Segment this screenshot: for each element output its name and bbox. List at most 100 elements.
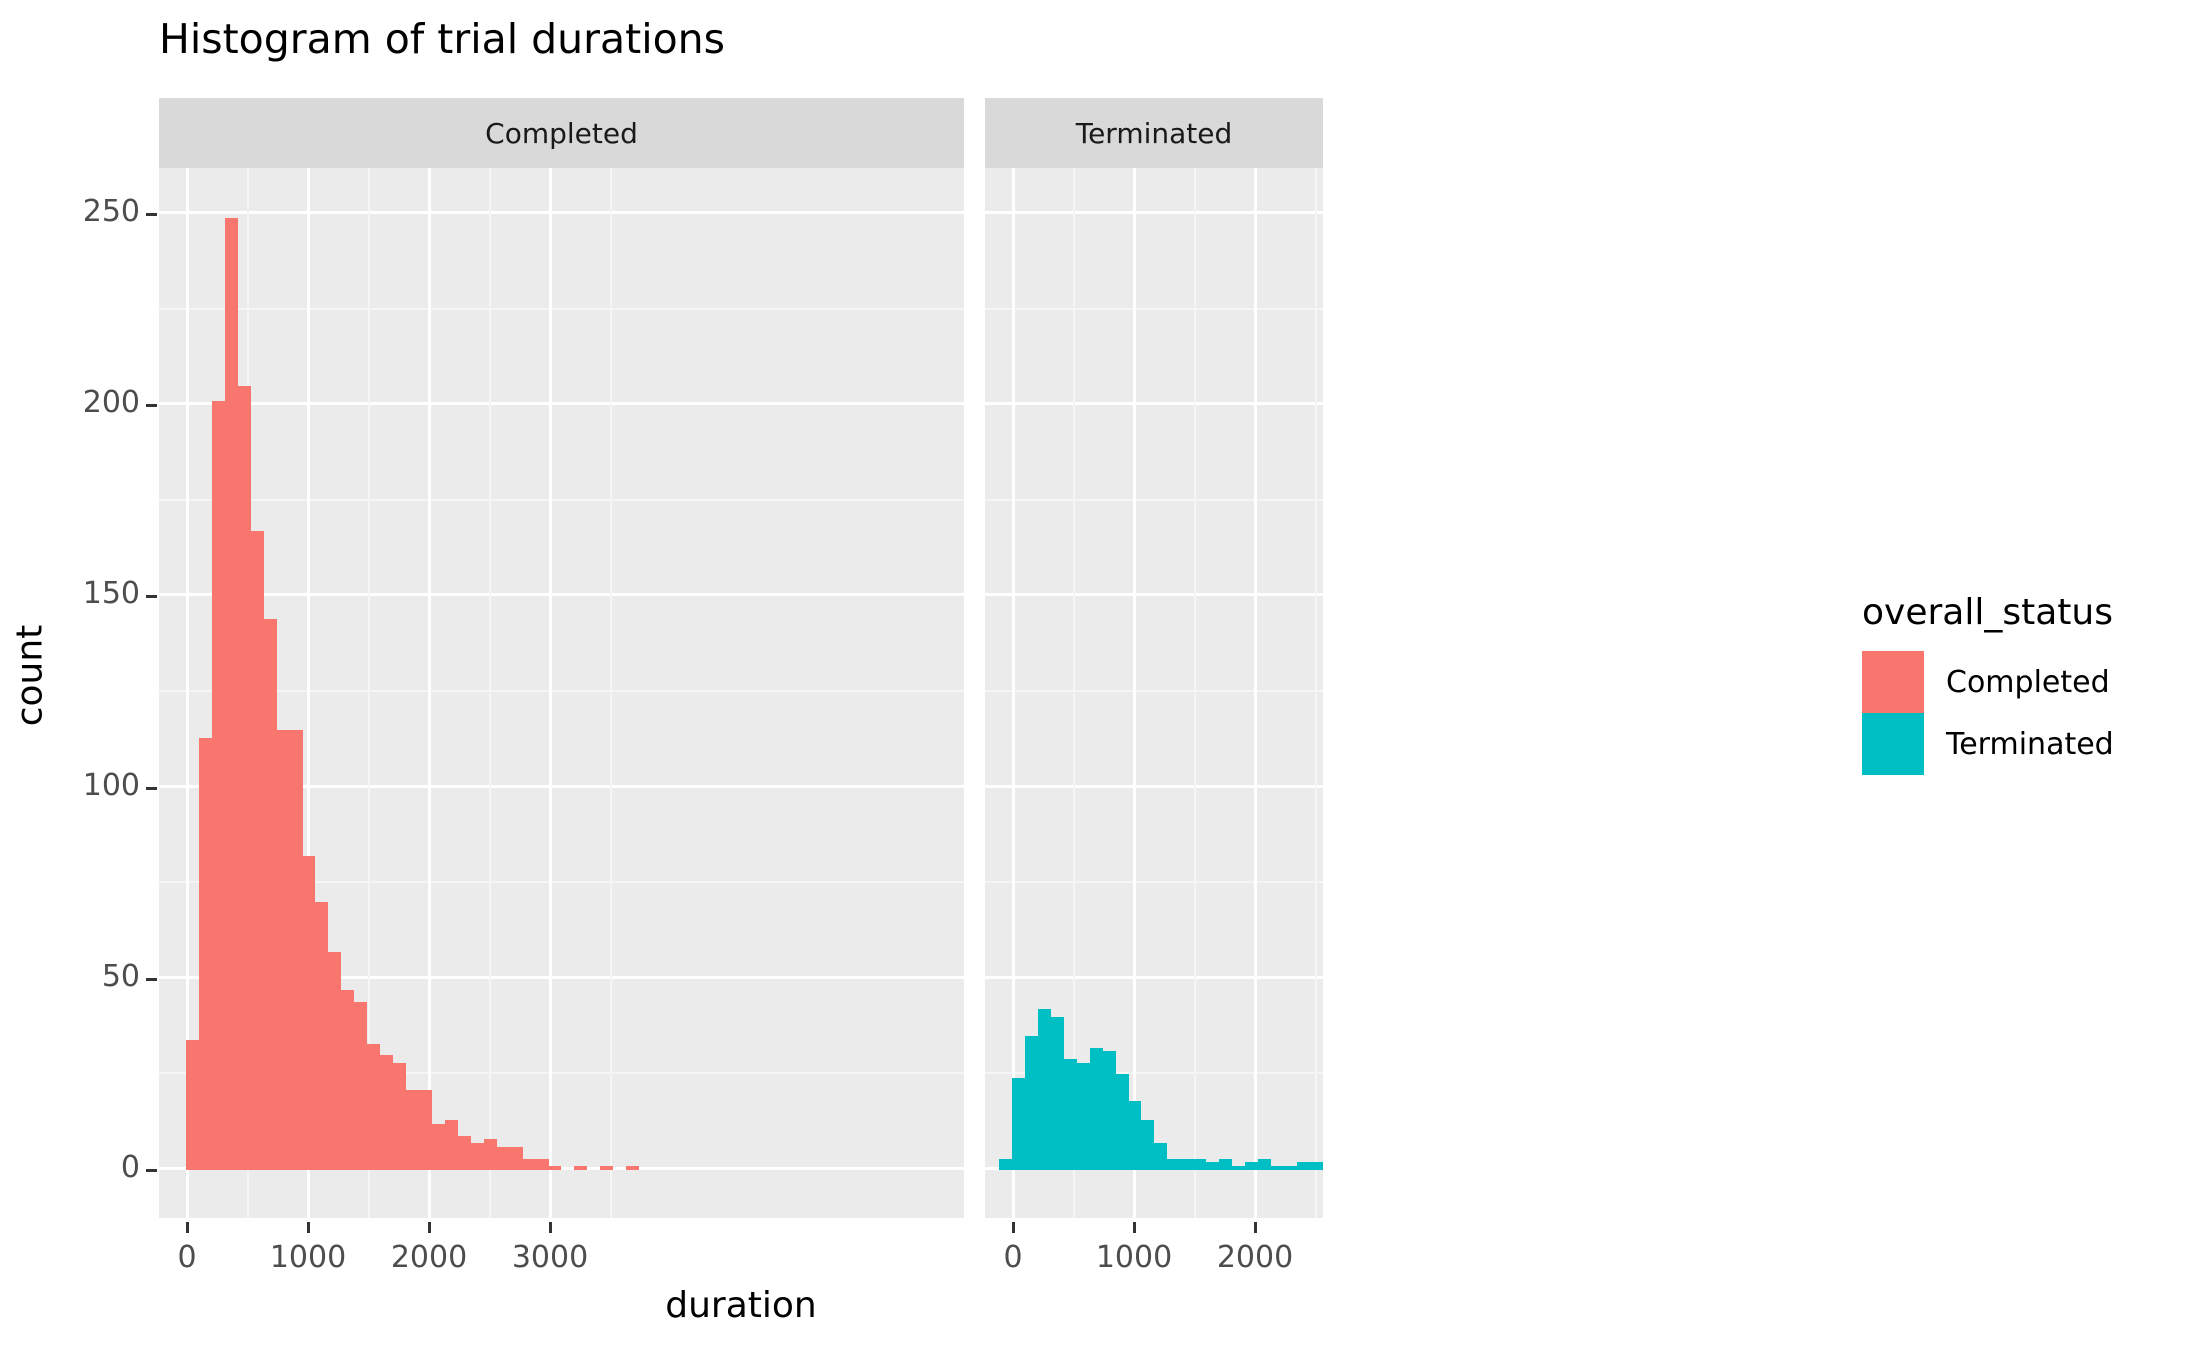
histogram-bar xyxy=(999,1158,1012,1170)
histogram-bar xyxy=(1141,1120,1155,1170)
gridline-minor-vertical xyxy=(609,168,612,1218)
histogram-bar xyxy=(1128,1101,1142,1170)
histogram-bar xyxy=(237,386,251,1170)
histogram-bar xyxy=(535,1158,549,1170)
y-axis-tick-label: 100 xyxy=(82,767,140,803)
x-axis-tick-mark xyxy=(428,1222,431,1233)
histogram-bar xyxy=(600,1166,614,1170)
histogram-bar xyxy=(574,1166,588,1170)
histogram-bar xyxy=(522,1158,536,1170)
histogram-bar xyxy=(315,902,329,1170)
y-axis-tick-label: 250 xyxy=(82,194,140,229)
facet-strip-label: Completed xyxy=(485,116,638,150)
histogram-bar xyxy=(393,1062,407,1170)
histogram-bar xyxy=(406,1089,420,1170)
gridline-minor-horizontal xyxy=(159,307,964,310)
y-axis-tick-label: 0 xyxy=(120,1150,140,1185)
histogram-bar xyxy=(1193,1158,1207,1170)
histogram-bar xyxy=(1180,1158,1194,1170)
gridline-major-vertical xyxy=(307,168,310,1218)
x-axis-tick-label: 1000 xyxy=(269,1240,347,1275)
histogram-bar xyxy=(289,730,303,1170)
facet-strip-terminated: Terminated xyxy=(985,98,1323,168)
gridline-minor-horizontal xyxy=(159,1072,964,1075)
gridline-minor-horizontal xyxy=(985,1072,1323,1075)
y-axis-tick-mark xyxy=(146,404,157,408)
histogram-bar xyxy=(1309,1162,1323,1170)
y-axis-tick-mark xyxy=(146,786,157,790)
gridline-major-horizontal xyxy=(159,211,964,214)
facet-panel-completed: Completed xyxy=(159,98,964,1218)
legend-items: Completed Terminated xyxy=(1862,651,2114,775)
y-axis-tick-label: 150 xyxy=(82,576,140,612)
histogram-bar xyxy=(1270,1166,1284,1170)
gridline-major-horizontal xyxy=(985,784,1323,788)
histogram-bar xyxy=(1232,1166,1246,1170)
gridline-minor-horizontal xyxy=(159,881,964,884)
histogram-bar xyxy=(431,1124,445,1170)
gridline-minor-horizontal xyxy=(159,498,964,501)
legend-key xyxy=(1862,713,1924,775)
histogram-bar xyxy=(483,1139,497,1170)
legend-color-swatch xyxy=(1862,713,1924,775)
histogram-bar xyxy=(1245,1162,1258,1170)
histogram-bar xyxy=(1050,1017,1064,1170)
gridline-major-horizontal xyxy=(985,975,1323,979)
histogram-bar xyxy=(263,619,277,1170)
histogram-bar xyxy=(1089,1047,1103,1170)
gridline-minor-horizontal xyxy=(985,690,1323,692)
gridline-minor-vertical xyxy=(488,168,491,1218)
page-title: Histogram of trial durations xyxy=(159,15,726,63)
histogram-bar xyxy=(1257,1158,1271,1170)
x-axis-tick-mark xyxy=(186,1222,189,1233)
legend-item[interactable]: Terminated xyxy=(1862,713,2114,775)
x-axis-title: duration xyxy=(665,1285,817,1326)
histogram-bar xyxy=(354,1001,368,1170)
histogram-bar xyxy=(1219,1158,1233,1170)
gridline-major-vertical xyxy=(428,168,431,1218)
facet-strip-completed: Completed xyxy=(159,98,964,168)
histogram-bar xyxy=(1076,1062,1090,1170)
gridline-major-horizontal xyxy=(159,1167,964,1170)
x-axis-tick-label: 1000 xyxy=(1095,1240,1173,1275)
gridline-major-horizontal xyxy=(985,402,1323,406)
histogram-bar xyxy=(1024,1036,1038,1170)
histogram-bar xyxy=(276,730,290,1170)
x-axis-tick-label: 3000 xyxy=(511,1240,589,1275)
histogram-bar xyxy=(457,1135,471,1170)
histogram-bar xyxy=(1283,1166,1297,1170)
legend-item[interactable]: Completed xyxy=(1862,651,2114,713)
plot-area-terminated xyxy=(985,168,1323,1218)
y-axis-tick-label: 50 xyxy=(101,958,140,994)
histogram-bar xyxy=(328,952,342,1170)
y-axis-tick-mark xyxy=(146,1169,157,1172)
gridline-major-vertical xyxy=(1133,168,1136,1218)
gridline-minor-horizontal xyxy=(985,307,1323,310)
legend: overall_status Completed Terminated xyxy=(1862,592,2114,775)
legend-key xyxy=(1862,651,1924,713)
facet-panel-terminated: Terminated xyxy=(985,98,1323,1218)
x-axis-tick-mark xyxy=(1012,1222,1015,1233)
histogram-bar xyxy=(224,217,238,1170)
histogram-bar xyxy=(341,990,355,1170)
histogram-bar xyxy=(1167,1158,1181,1170)
histogram-bar xyxy=(186,1039,199,1170)
y-axis-title-label: count xyxy=(9,624,51,726)
x-axis-tick-label: 2000 xyxy=(390,1240,468,1275)
gridline-minor-vertical xyxy=(367,168,370,1218)
histogram-bar xyxy=(250,531,264,1170)
gridline-major-vertical xyxy=(1012,168,1015,1218)
y-axis-tick-mark xyxy=(146,595,157,599)
gridline-minor-horizontal xyxy=(159,690,964,692)
plot-area-completed xyxy=(159,168,964,1218)
x-axis-tick-label: 2000 xyxy=(1216,1240,1294,1275)
x-axis-tick-mark xyxy=(1133,1222,1136,1233)
gridline-major-vertical xyxy=(186,168,189,1218)
y-axis-tick-mark xyxy=(146,977,157,981)
histogram-bar xyxy=(419,1089,432,1170)
histogram-bar xyxy=(509,1147,523,1170)
x-axis-tick-mark xyxy=(307,1222,310,1233)
histogram-bar xyxy=(1154,1143,1168,1170)
histogram-bar xyxy=(1063,1059,1077,1170)
histogram-bar xyxy=(211,401,225,1170)
